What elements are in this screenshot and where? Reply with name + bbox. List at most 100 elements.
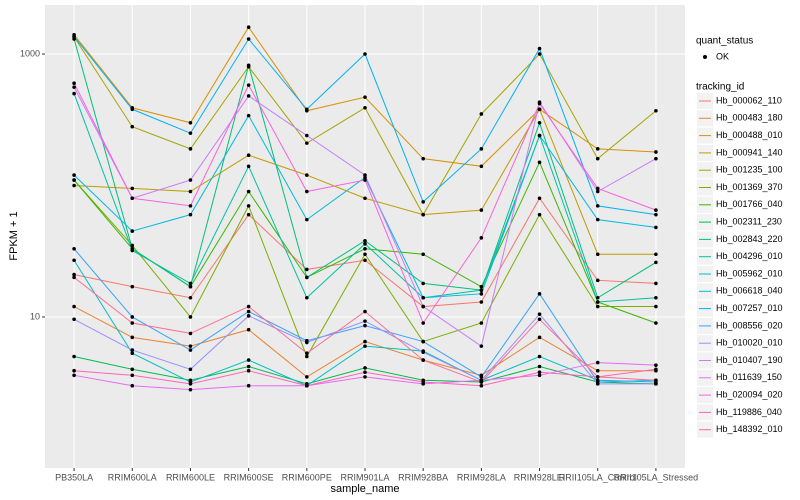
data-point — [479, 292, 484, 296]
data-point — [246, 63, 251, 68]
data-point — [537, 370, 542, 375]
data-point — [72, 247, 76, 251]
y-tick-label: 1000 — [20, 48, 40, 58]
data-point — [363, 178, 367, 182]
data-point — [188, 178, 193, 182]
data-point — [479, 208, 484, 212]
data-point — [305, 133, 309, 138]
legend-point — [703, 55, 707, 59]
data-point — [72, 34, 76, 39]
data-point — [363, 323, 367, 328]
legend-label: Hb_007257_010 — [716, 303, 783, 313]
data-point — [537, 160, 542, 165]
data-point — [305, 383, 309, 388]
data-point — [72, 368, 76, 373]
data-point — [479, 112, 484, 116]
data-point — [188, 204, 193, 208]
data-point — [363, 309, 367, 314]
x-tick-label: RRIM928LEI — [514, 472, 566, 482]
data-point — [246, 309, 251, 314]
x-tick-label: RRIM600SE — [224, 472, 274, 482]
data-point — [479, 288, 484, 292]
data-point — [305, 189, 309, 194]
data-point — [305, 295, 309, 300]
data-point — [305, 141, 309, 145]
legend-label: OK — [716, 51, 729, 61]
data-point — [130, 124, 135, 129]
legend-label: Hb_010407_190 — [716, 355, 783, 365]
x-axis-title: sample_name — [330, 483, 399, 495]
data-point — [595, 186, 600, 191]
data-point — [72, 354, 76, 359]
data-point — [246, 304, 251, 309]
data-point — [305, 375, 309, 379]
data-point — [246, 383, 251, 388]
data-point — [130, 351, 135, 356]
legend-label: Hb_010020_010 — [716, 338, 783, 348]
data-point — [130, 248, 135, 253]
data-point — [479, 344, 484, 348]
data-point — [421, 339, 425, 344]
legend-label: Hb_020094_020 — [716, 389, 783, 399]
data-point — [479, 164, 484, 169]
legend-label: Hb_011639_150 — [716, 372, 782, 382]
data-point — [479, 284, 484, 289]
data-point — [72, 91, 76, 96]
data-point — [595, 204, 600, 208]
legend-title: quant_status — [696, 36, 753, 47]
data-point — [72, 258, 76, 263]
legend-title: tracking_id — [696, 82, 744, 93]
data-point — [654, 281, 658, 286]
x-tick-label: PB350LA — [55, 472, 93, 482]
data-point — [363, 366, 367, 370]
data-point — [363, 52, 367, 56]
legend-label: Hb_000062_110 — [716, 95, 782, 105]
data-point — [246, 164, 251, 169]
data-point — [363, 238, 367, 243]
data-point — [537, 354, 542, 359]
data-point — [654, 304, 658, 309]
data-point — [421, 200, 425, 204]
data-point — [654, 321, 658, 325]
data-point — [188, 120, 193, 125]
data-point — [421, 380, 425, 384]
data-point — [188, 147, 193, 151]
data-point — [246, 204, 251, 208]
data-point — [479, 236, 484, 240]
data-point — [654, 295, 658, 300]
x-tick-label: RRII105LA_Stressed — [614, 472, 699, 482]
data-point — [130, 373, 135, 378]
data-point — [479, 380, 484, 384]
data-point — [246, 368, 251, 373]
legend-label: Hb_000488_010 — [716, 130, 783, 140]
data-point — [130, 229, 135, 233]
data-point — [188, 331, 193, 336]
data-point — [595, 368, 600, 373]
legend-label: Hb_001369_370 — [716, 182, 783, 192]
data-point — [363, 344, 367, 348]
data-point — [479, 321, 484, 325]
data-point — [130, 107, 135, 112]
data-point — [595, 375, 600, 379]
data-point — [72, 275, 76, 280]
data-point — [188, 284, 193, 289]
data-point — [305, 275, 309, 280]
data-point — [188, 315, 193, 319]
legend-label: Hb_148392_010 — [716, 424, 783, 434]
data-point — [246, 83, 251, 87]
data-point — [246, 327, 251, 332]
data-point — [595, 382, 600, 386]
data-point — [188, 387, 193, 392]
data-point — [654, 208, 658, 212]
data-point — [421, 295, 425, 300]
data-point — [479, 300, 484, 304]
data-point — [479, 375, 484, 379]
data-point — [363, 173, 367, 177]
data-point — [72, 304, 76, 309]
data-point — [363, 105, 367, 110]
x-tick-label: RRIM928LA — [457, 472, 506, 482]
x-tick-label: RRII105LA_Control — [559, 472, 637, 482]
data-point — [130, 315, 135, 319]
data-point — [595, 156, 600, 161]
